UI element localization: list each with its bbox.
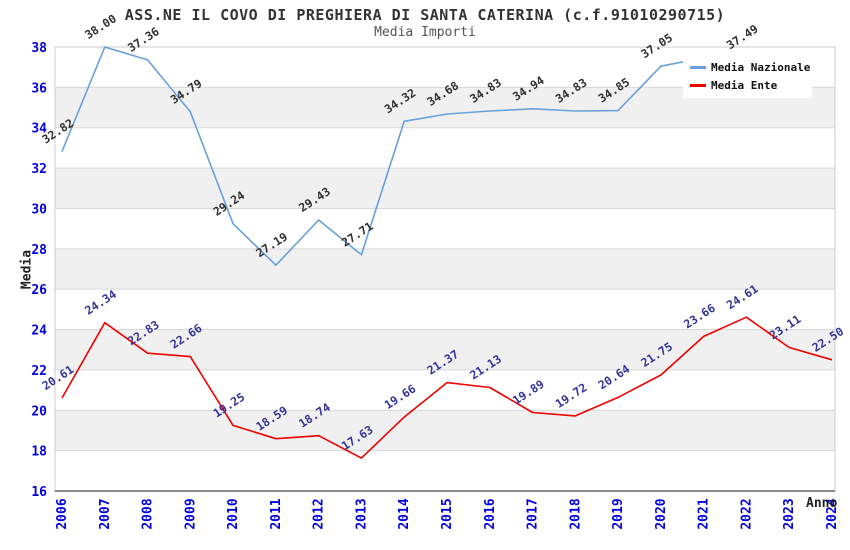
x-tick-label: 2018 (568, 498, 583, 529)
x-tick-label: 2007 (98, 498, 113, 529)
data-label: 37.49 (724, 22, 761, 53)
x-tick-label: 2013 (354, 498, 369, 529)
data-label: 27.71 (339, 219, 376, 250)
legend-item-media-nazionale: Media Nazionale (690, 61, 812, 74)
legend-item-media-ente: Media Ente (690, 79, 812, 92)
y-axis-title: Media (19, 249, 35, 290)
media-nazionale-line-swatch (690, 66, 706, 69)
x-tick-label: 2009 (183, 498, 198, 529)
y-tick-label: 28 (31, 243, 47, 258)
data-label: 19.66 (382, 381, 419, 412)
media-ente-line-swatch (690, 84, 706, 87)
y-tick-label: 18 (31, 445, 47, 460)
x-tick-label: 2020 (654, 498, 669, 529)
data-label: 38.00 (82, 11, 119, 42)
x-tick-label: 2010 (226, 498, 241, 529)
x-tick-label: 2011 (269, 498, 284, 529)
shaded-band (55, 410, 835, 451)
legend-label: Media Ente (711, 79, 778, 92)
y-tick-label: 34 (31, 122, 47, 137)
y-tick-label: 36 (31, 81, 47, 96)
shaded-band (55, 168, 835, 209)
y-tick-label: 32 (31, 162, 47, 177)
y-tick-label: 22 (31, 364, 47, 379)
y-tick-label: 38 (31, 41, 47, 56)
data-label: 19.72 (553, 380, 590, 411)
data-label: 23.66 (681, 301, 718, 332)
legend: Media Nazionale Media Ente (683, 55, 812, 98)
x-tick-label: 2008 (141, 498, 156, 529)
y-tick-label: 26 (31, 283, 47, 298)
x-tick-label: 2015 (440, 498, 455, 529)
chart-title: ASS.NE IL COVO DI PREGHIERA DI SANTA CAT… (124, 6, 726, 24)
x-tick-label: 2021 (697, 498, 712, 529)
x-tick-label: 2017 (526, 498, 541, 529)
x-tick-label: 2014 (397, 498, 412, 529)
x-tick-label: 2019 (611, 498, 626, 529)
x-tick-label: 2006 (55, 498, 70, 529)
media-nazionale-line (61, 46, 747, 267)
x-axis-title: Anno (806, 496, 838, 511)
x-tick-label: 2022 (739, 498, 754, 529)
chart-subtitle: Media Importi (374, 25, 476, 40)
y-tick-label: 24 (31, 324, 47, 339)
media-ente-line (61, 316, 833, 459)
data-label: 37.05 (638, 30, 675, 61)
x-tick-label: 2016 (483, 498, 498, 529)
x-tick-label: 2023 (782, 498, 797, 529)
y-tick-label: 16 (31, 485, 47, 500)
data-label: 19.89 (510, 377, 547, 408)
shaded-band (55, 248, 835, 290)
y-tick-label: 20 (31, 404, 47, 419)
y-tick-label: 30 (31, 202, 47, 217)
legend-label: Media Nazionale (711, 61, 811, 74)
data-label: 24.34 (82, 287, 119, 318)
x-tick-label: 2024 (825, 498, 840, 529)
data-label: 37.36 (125, 24, 162, 55)
x-tick-label: 2012 (312, 498, 327, 529)
